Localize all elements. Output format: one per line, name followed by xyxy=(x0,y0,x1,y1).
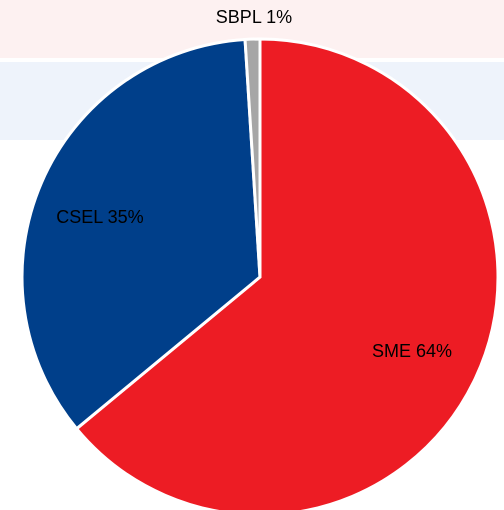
data-label: SME 64% xyxy=(372,341,452,361)
pie-slice xyxy=(243,37,262,278)
pie-slice xyxy=(74,37,500,510)
data-label: CSEL 35% xyxy=(56,207,143,227)
data-label: SBPL 1% xyxy=(216,7,292,27)
pie-slice xyxy=(20,37,262,431)
